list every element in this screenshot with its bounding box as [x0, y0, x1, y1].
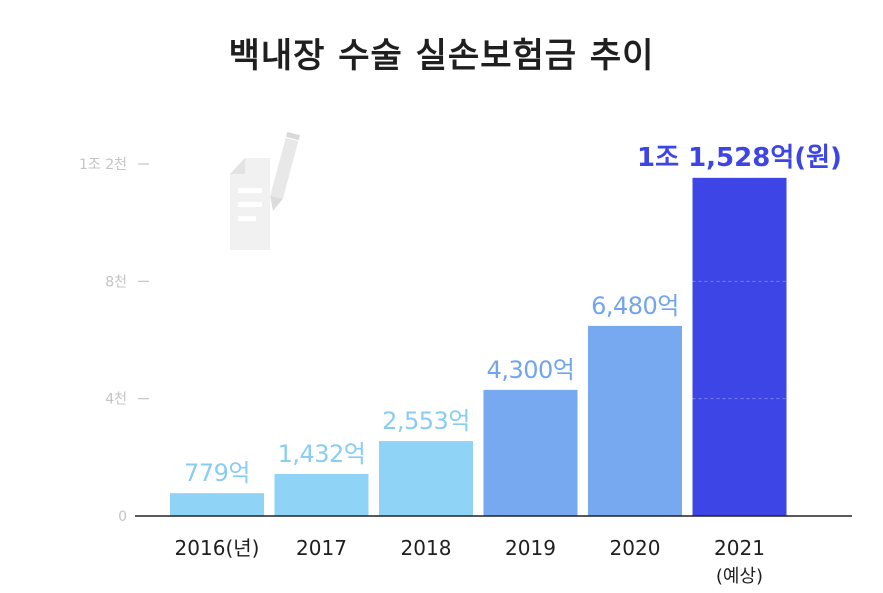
value-label: 4,300억 [487, 356, 575, 384]
category-label: 2020 [610, 536, 661, 560]
chart-title: 백내장 수술 실손보험금 추이 [228, 36, 655, 76]
bar [274, 473, 369, 516]
y-tick-label: 0 [118, 509, 127, 525]
category-sublabel: (예상) [716, 566, 763, 587]
category-label: 2021 [714, 536, 765, 560]
document-pen-icon [230, 131, 300, 250]
bar [170, 493, 264, 516]
category-label: 2018 [401, 536, 452, 560]
value-label: 1조 1,528억(원) [637, 143, 842, 173]
category-label: 2019 [505, 536, 556, 560]
value-label: 1,432억 [278, 440, 366, 468]
value-label: 779억 [184, 459, 250, 487]
value-label: 6,480억 [591, 292, 679, 320]
y-tick-label: 1조 2천 [79, 157, 127, 173]
bar [588, 325, 682, 516]
bar [692, 177, 787, 516]
y-tick-label: 4천 [105, 392, 127, 408]
bar [379, 441, 473, 516]
category-label: 2017 [296, 536, 347, 560]
bar [483, 389, 578, 516]
y-tick-label: 8천 [105, 274, 127, 290]
category-label: 2016(년) [175, 536, 260, 560]
value-label: 2,553억 [382, 407, 470, 435]
